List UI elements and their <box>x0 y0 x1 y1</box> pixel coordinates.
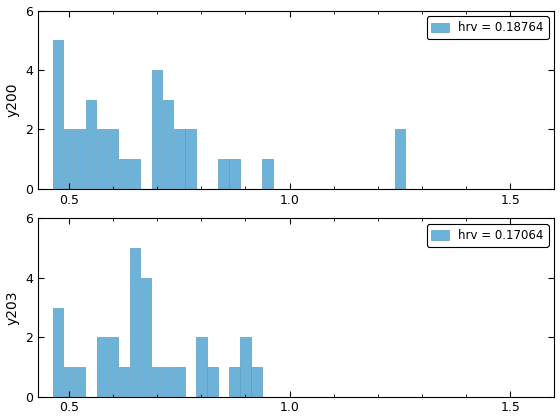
Bar <box>53 307 63 396</box>
Bar <box>174 367 185 396</box>
Bar <box>163 367 174 396</box>
Bar <box>251 367 262 396</box>
Legend: hrv = 0.17064: hrv = 0.17064 <box>427 224 549 247</box>
Bar <box>240 337 251 396</box>
Bar <box>218 159 228 189</box>
Bar <box>119 159 129 189</box>
Bar <box>86 100 96 189</box>
Y-axis label: y200: y200 <box>6 82 20 117</box>
Bar <box>141 278 151 396</box>
Bar <box>53 40 63 189</box>
Bar <box>97 337 108 396</box>
Bar <box>74 367 85 396</box>
Y-axis label: y203: y203 <box>6 290 20 325</box>
Bar <box>74 129 85 189</box>
Bar <box>207 367 218 396</box>
Bar <box>119 367 129 396</box>
Bar <box>163 100 174 189</box>
Bar <box>262 159 273 189</box>
Bar <box>174 129 185 189</box>
Bar <box>152 367 162 396</box>
Bar <box>130 248 141 396</box>
Bar <box>108 337 118 396</box>
Bar <box>97 129 108 189</box>
Bar <box>64 129 74 189</box>
Legend: hrv = 0.18764: hrv = 0.18764 <box>427 16 549 39</box>
Bar <box>130 159 141 189</box>
Bar <box>185 129 195 189</box>
Bar <box>229 367 240 396</box>
Bar <box>395 129 405 189</box>
Bar <box>108 129 118 189</box>
Bar <box>229 159 240 189</box>
Bar <box>152 70 162 189</box>
Bar <box>196 337 207 396</box>
Bar <box>64 367 74 396</box>
